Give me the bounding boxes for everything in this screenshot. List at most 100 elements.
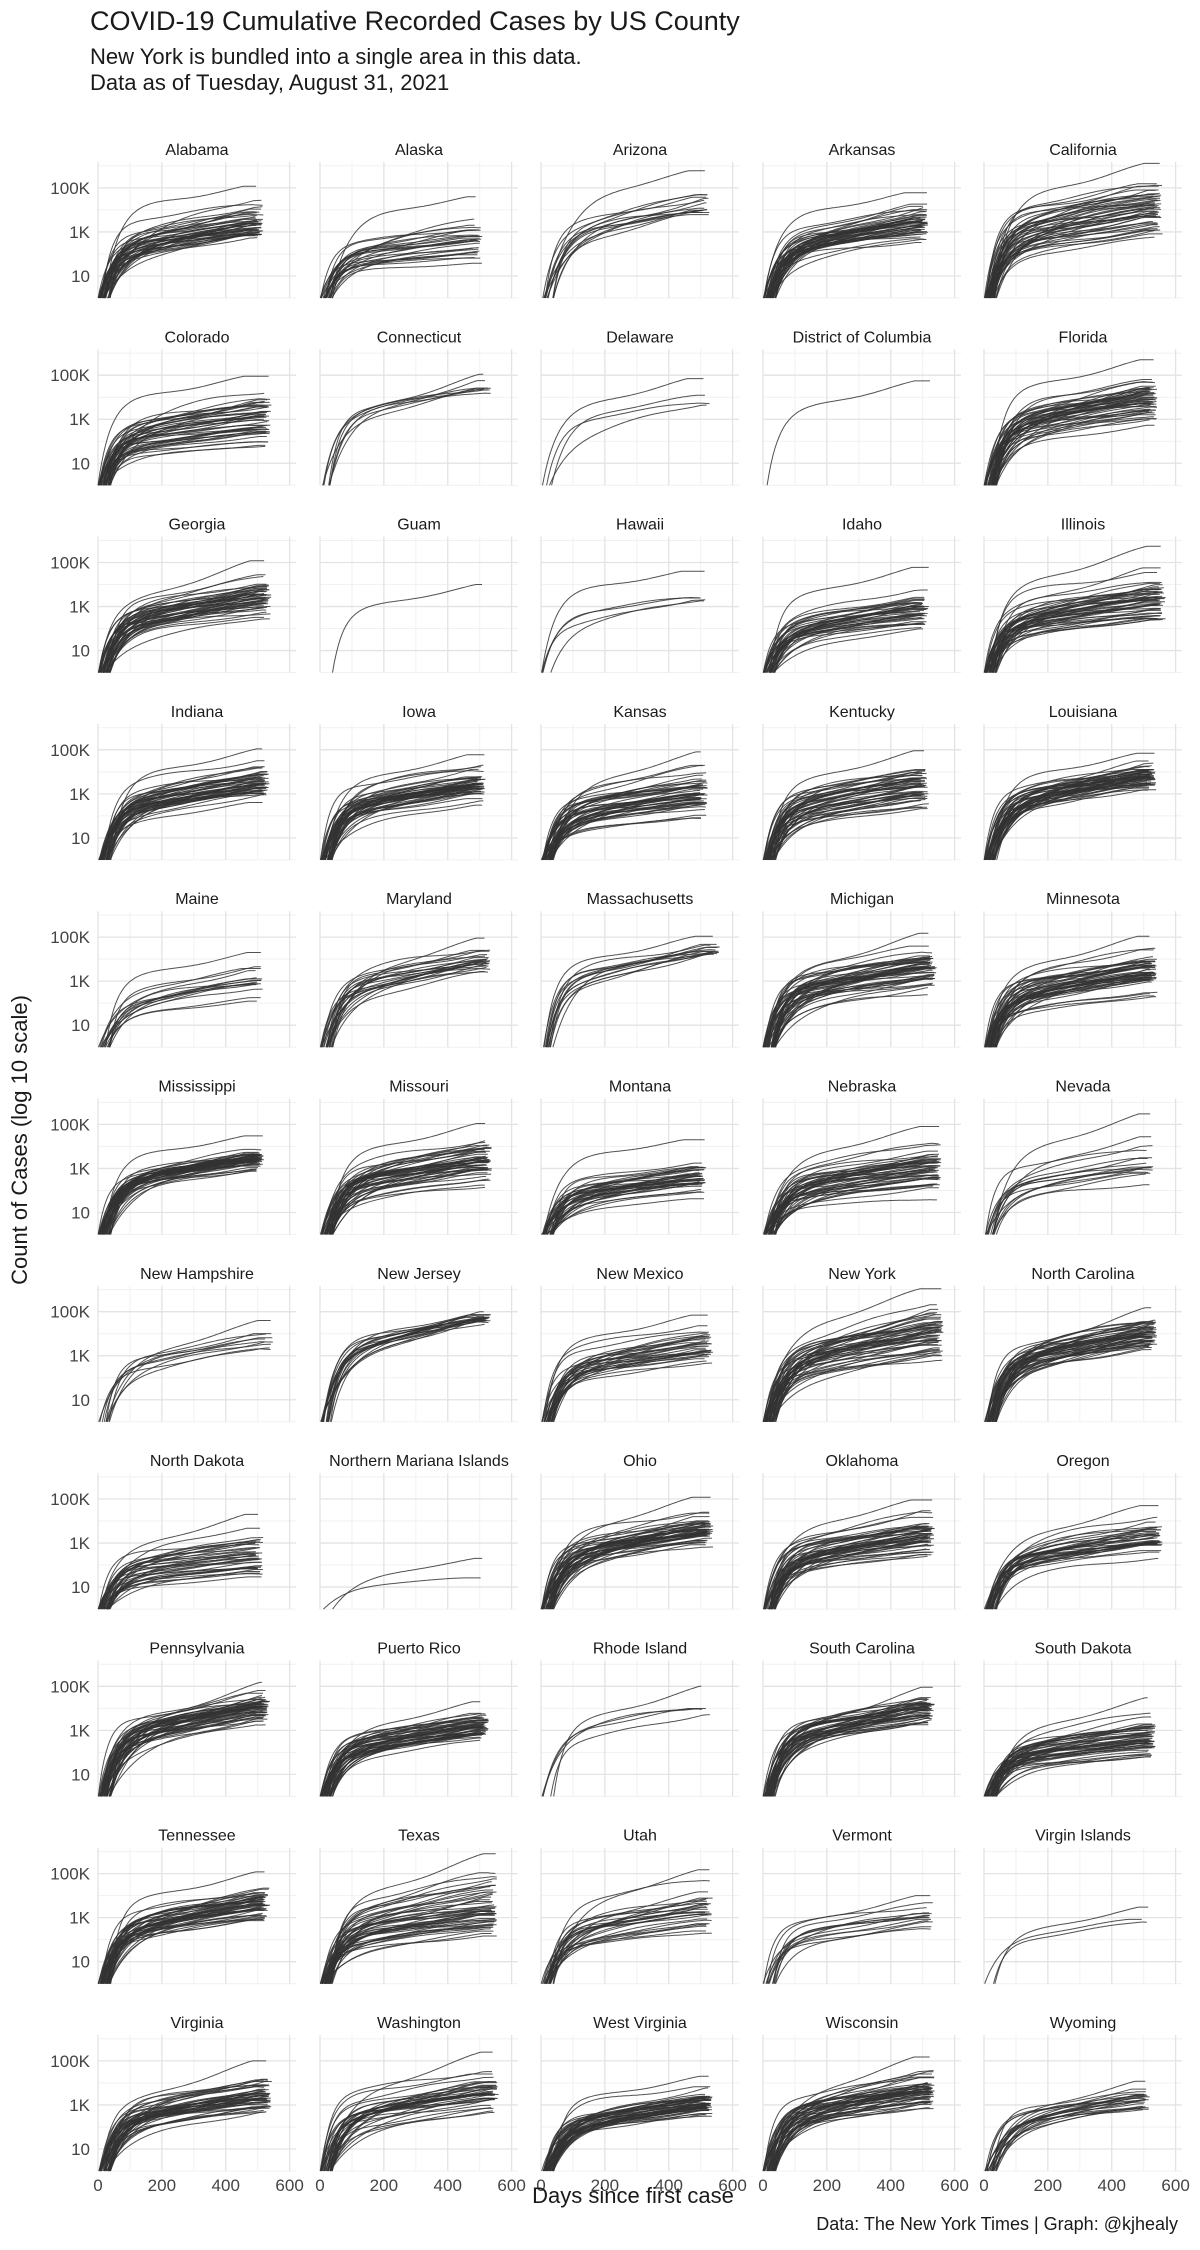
y-tick-label: 100K	[50, 1115, 90, 1134]
series-group	[99, 953, 263, 1048]
x-tick-label: 0	[93, 2176, 102, 2195]
series-group	[542, 752, 708, 860]
facet-panel-nebraska: Nebraska	[763, 1079, 961, 1235]
x-tick-label: 400	[877, 2176, 905, 2195]
facet-label: Nebraska	[828, 1079, 897, 1096]
series-line	[102, 1164, 263, 1234]
series-line	[769, 933, 928, 1047]
series-group	[99, 749, 270, 860]
facet-panel-florida: Florida	[984, 329, 1182, 485]
facet-panel-oklahoma: Oklahoma	[763, 1453, 961, 1609]
x-tick-label: 400	[1098, 2176, 1126, 2195]
facet-panel-district-of-columbia: District of Columbia	[763, 329, 961, 485]
x-tick-label: 600	[940, 2176, 968, 2195]
series-line	[551, 1359, 704, 1422]
x-axis-label: Days since first case	[532, 2183, 734, 2208]
facet-label: Georgia	[169, 517, 226, 534]
series-line	[554, 1686, 702, 1796]
facet-panel-south-carolina: South Carolina	[763, 1640, 961, 1796]
facet-panel-wyoming: Wyoming 0 200 400 600	[979, 2015, 1190, 2195]
facet-label: Hawaii	[616, 517, 664, 534]
y-tick-label: 10	[71, 1578, 90, 1597]
facet-label: Wisconsin	[826, 2015, 899, 2032]
series-group	[541, 1497, 713, 1609]
facet-panel-virginia: Virginia101K100K0 200 400 600	[50, 2015, 304, 2195]
series-group	[544, 936, 720, 1047]
series-line	[551, 1715, 710, 1797]
facet-panel-utah: Utah	[541, 1828, 739, 1984]
series-line	[324, 1578, 481, 1609]
facet-label: Florida	[1059, 329, 1108, 346]
source-caption: Data: The New York Times | Graph: @kjhea…	[816, 2214, 1178, 2235]
facet-label: Arizona	[613, 142, 667, 159]
facet-panel-indiana: Indiana101K100K	[50, 704, 296, 860]
series-group	[98, 1872, 270, 1984]
facet-label: Kansas	[613, 704, 666, 721]
series-group	[984, 360, 1157, 486]
series-line	[323, 390, 488, 485]
facet-panel-iowa: Iowa	[320, 704, 518, 860]
facet-label: New Hampshire	[140, 1266, 254, 1283]
facet-label: Illinois	[1061, 517, 1105, 534]
series-line	[543, 598, 700, 673]
x-tick-label: 600	[1161, 2176, 1189, 2195]
facet-label: Indiana	[171, 704, 224, 721]
series-line	[775, 1917, 928, 1984]
series-line	[542, 598, 701, 673]
facet-panel-ohio: Ohio	[541, 1453, 739, 1609]
facet-panel-oregon: Oregon	[984, 1453, 1182, 1609]
series-line	[994, 1922, 1147, 1984]
x-tick-label: 200	[1034, 2176, 1062, 2195]
series-group	[98, 186, 263, 298]
facet-panel-montana: Montana	[541, 1079, 739, 1235]
facet-panel-north-carolina: North Carolina	[984, 1266, 1182, 1422]
facet-label: Washington	[377, 2015, 461, 2032]
y-tick-label: 10	[71, 1016, 90, 1035]
series-group	[320, 1702, 489, 1797]
facet-label: Oklahoma	[826, 1453, 899, 1470]
facet-label: California	[1049, 142, 1117, 159]
series-line	[100, 1349, 271, 1422]
series-group	[98, 561, 271, 673]
facet-label: Guam	[397, 517, 441, 534]
facet-panel-new-mexico: New Mexico	[541, 1266, 739, 1422]
series-line	[547, 208, 704, 298]
facet-label: Oregon	[1056, 1453, 1109, 1470]
series-line	[769, 995, 928, 1047]
series-line	[543, 379, 704, 486]
y-tick-label: 100K	[50, 1303, 90, 1322]
x-tick-label: 0	[315, 2176, 324, 2195]
series-line	[546, 171, 705, 298]
series-group	[320, 197, 482, 298]
facet-label: North Carolina	[1031, 1266, 1134, 1283]
facet-panel-nevada: Nevada	[984, 1079, 1182, 1235]
facet-label: Mississippi	[158, 1079, 235, 1096]
y-tick-label: 10	[71, 1953, 90, 1972]
facet-label: New Jersey	[377, 1266, 461, 1283]
y-tick-label: 10	[71, 454, 90, 473]
facet-panel-washington: Washington0 200 400 600	[315, 2015, 526, 2195]
facet-label: Utah	[623, 1828, 657, 1845]
facet-label: New Mexico	[596, 1266, 683, 1283]
facet-panel-missouri: Missouri	[320, 1079, 518, 1235]
y-tick-label: 10	[71, 1203, 90, 1222]
series-group	[984, 546, 1166, 672]
series-group	[98, 1682, 270, 1796]
facet-label: Colorado	[165, 329, 230, 346]
y-tick-label: 1K	[69, 1159, 90, 1178]
series-group	[542, 2076, 713, 2171]
facet-label: District of Columbia	[793, 329, 932, 346]
facet-label: Montana	[609, 1079, 671, 1096]
facet-panel-tennessee: Tennessee 10 1K 100K	[50, 1828, 296, 1984]
facet-panel-new-york: New York	[763, 1266, 961, 1422]
series-group	[320, 938, 490, 1047]
series-group	[320, 755, 485, 860]
x-tick-label: 200	[370, 2176, 398, 2195]
series-line	[330, 374, 483, 485]
y-axis-label: Count of Cases (log 10 scale)	[7, 995, 32, 1285]
series-group	[98, 376, 271, 485]
series-group	[543, 379, 710, 486]
y-tick-label: 100K	[50, 741, 90, 760]
facet-label: Wyoming	[1050, 2015, 1117, 2032]
facet-panel-louisiana: Louisiana	[984, 704, 1182, 860]
